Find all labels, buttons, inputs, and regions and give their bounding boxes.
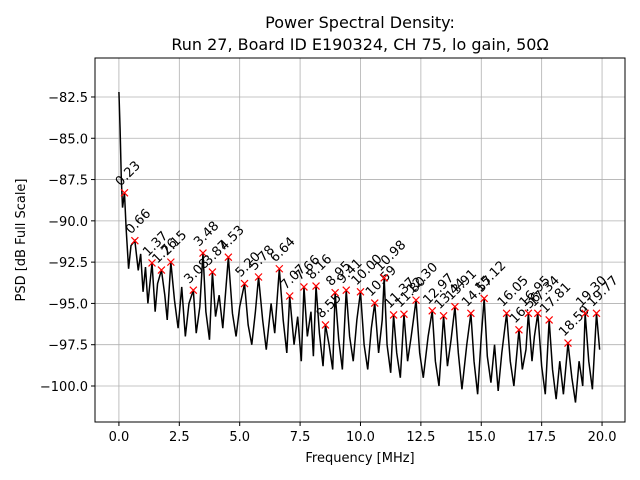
x-tick-label: 5.0 (229, 430, 250, 445)
x-tick-label: 20.0 (588, 430, 617, 445)
peak-label: 8.55 (314, 291, 345, 322)
x-tick-label: 0.0 (109, 430, 130, 445)
y-tick-label: −90.0 (48, 215, 88, 230)
x-tick-label: 17.5 (527, 430, 556, 445)
peak-marker (148, 259, 156, 267)
x-tick-label: 10.0 (346, 430, 375, 445)
peak-marker (254, 273, 263, 281)
peak-marker (480, 294, 489, 303)
peak-marker (533, 309, 542, 318)
peak-marker (240, 279, 249, 288)
peak-marker (451, 302, 459, 311)
y-tick-label: −85.0 (48, 132, 88, 147)
y-tick-label: −97.5 (48, 339, 88, 354)
peak-label: 18.59 (556, 303, 593, 340)
peak-marker (428, 306, 437, 315)
peak-marker (502, 309, 511, 318)
x-tick-label: 12.5 (406, 430, 435, 445)
peak-marker (224, 253, 233, 262)
peak-marker (524, 309, 533, 318)
peak-marker (564, 339, 572, 347)
peak-marker (157, 266, 166, 274)
peak-label: 0.66 (123, 206, 154, 237)
x-tick-label: 2.5 (169, 430, 190, 445)
peak-marker (300, 282, 308, 291)
peak-label: 0.23 (113, 159, 144, 190)
peak-marker (545, 316, 554, 324)
x-tick-label: 15.0 (467, 430, 496, 445)
peak-marker (275, 264, 284, 273)
peak-marker (370, 299, 379, 308)
peak-marker (515, 325, 523, 334)
peak-marker (130, 236, 139, 245)
peak-marker (189, 286, 198, 295)
peak-marker (581, 309, 590, 318)
chart-subtitle: Run 27, Board ID E190324, CH 75, lo gain… (171, 35, 548, 54)
x-axis-label: Frequency [MHz] (305, 451, 414, 466)
peak-marker (400, 310, 408, 319)
peak-label: 4.53 (217, 223, 248, 254)
peak-marker (439, 311, 448, 320)
peak-marker (199, 249, 207, 257)
peak-marker (380, 273, 389, 282)
peak-marker (331, 288, 340, 297)
peak-marker (412, 296, 420, 305)
y-tick-label: −95.0 (48, 297, 88, 312)
peak-marker (592, 309, 601, 318)
peak-marker (466, 309, 475, 318)
peak-marker (321, 320, 330, 329)
x-tick-label: 7.5 (290, 430, 311, 445)
psd-line (118, 91, 601, 403)
peak-marker (208, 268, 217, 276)
peak-marker (342, 286, 351, 295)
peak-marker (389, 311, 398, 319)
y-tick-label: −92.5 (48, 256, 88, 271)
peak-label: 6.64 (268, 234, 299, 265)
chart-title: Power Spectral Density: (265, 13, 455, 32)
y-axis-label: PSD [dB Full Scale] (14, 178, 29, 301)
y-tick-label: −87.5 (48, 174, 88, 189)
grid (95, 58, 625, 422)
y-tick-label: −82.5 (48, 91, 88, 106)
peak-marker (166, 258, 175, 267)
peak-marker (356, 287, 365, 296)
peak-marker (312, 282, 320, 291)
y-tick-label: −100.0 (40, 380, 88, 395)
peak-marker (285, 292, 294, 300)
peak-marker (120, 188, 129, 197)
